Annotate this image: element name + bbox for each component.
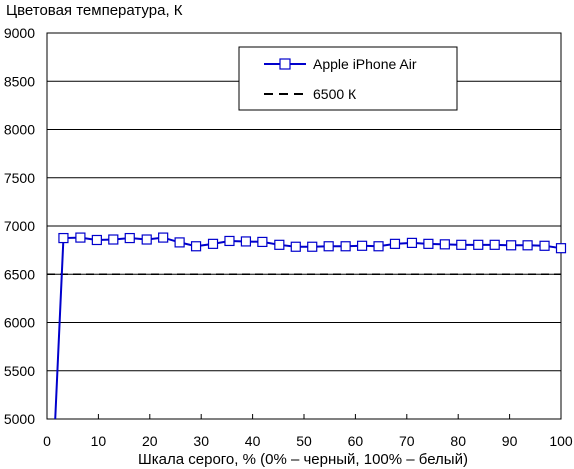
y-tick-label: 6500 [4,266,35,282]
x-axis-title: Шкала серого, % (0% – черный, 100% – бел… [138,451,468,468]
y-axis-title: Цветовая температура, К [6,2,183,19]
x-tick-label: 30 [193,433,209,449]
data-point [456,239,467,250]
data-point [207,238,219,249]
data-point [290,241,301,252]
data-point [257,236,268,248]
data-point [356,240,368,251]
data-point [439,239,450,250]
data-point [224,235,235,247]
data-point [190,241,202,252]
data-point [522,240,533,251]
data-point [423,238,434,249]
data-point [240,236,252,247]
data-point [506,240,517,251]
data-point [373,241,384,252]
y-tick-label: 5500 [4,363,35,379]
data-point [75,232,86,243]
x-tick-label: 0 [43,433,51,449]
data-point [555,243,567,254]
data-point [340,241,351,252]
data-point [108,234,119,245]
x-tick-label: 100 [549,433,573,449]
x-tick-label: 40 [245,433,261,449]
legend: Apple iPhone Air 6500 К [238,46,458,111]
x-tick-label: 80 [450,433,466,449]
data-point [274,239,285,250]
data-point [489,239,500,250]
y-tick-label: 8500 [4,73,35,89]
data-point [473,239,484,250]
axis-ticks: 5000 5500 6000 6500 7000 7500 8000 8500 9000 0 10 2… [4,25,573,449]
y-tick-label: 9000 [4,25,35,41]
legend-label-6500k: 6500 К [313,86,357,102]
x-tick-label: 50 [296,433,312,449]
y-tick-label: 6000 [4,315,35,331]
data-point [174,237,185,248]
series-layer [47,232,567,420]
legend-box [238,46,458,111]
data-point [58,232,69,244]
y-tick-label: 7500 [4,170,35,186]
data-point [307,241,318,252]
data-point [323,241,334,252]
y-tick-label: 5000 [4,411,35,427]
data-point [91,234,102,246]
x-tick-label: 70 [399,433,415,449]
data-point [389,238,401,249]
legend-label-iphone: Apple iPhone Air [313,56,417,72]
data-point [141,234,152,245]
data-point [539,240,550,251]
x-tick-label: 90 [502,433,518,449]
y-tick-label: 7000 [4,218,35,234]
data-point [406,237,418,248]
data-point [124,232,135,244]
series-line-iphone [54,236,562,420]
legend-marker-iphone [279,58,291,70]
x-tick-label: 10 [91,433,107,449]
grid-lines [47,80,561,372]
x-tick-label: 20 [142,433,158,449]
x-tick-label: 60 [348,433,364,449]
data-point [158,232,169,243]
y-tick-label: 8000 [4,122,35,138]
